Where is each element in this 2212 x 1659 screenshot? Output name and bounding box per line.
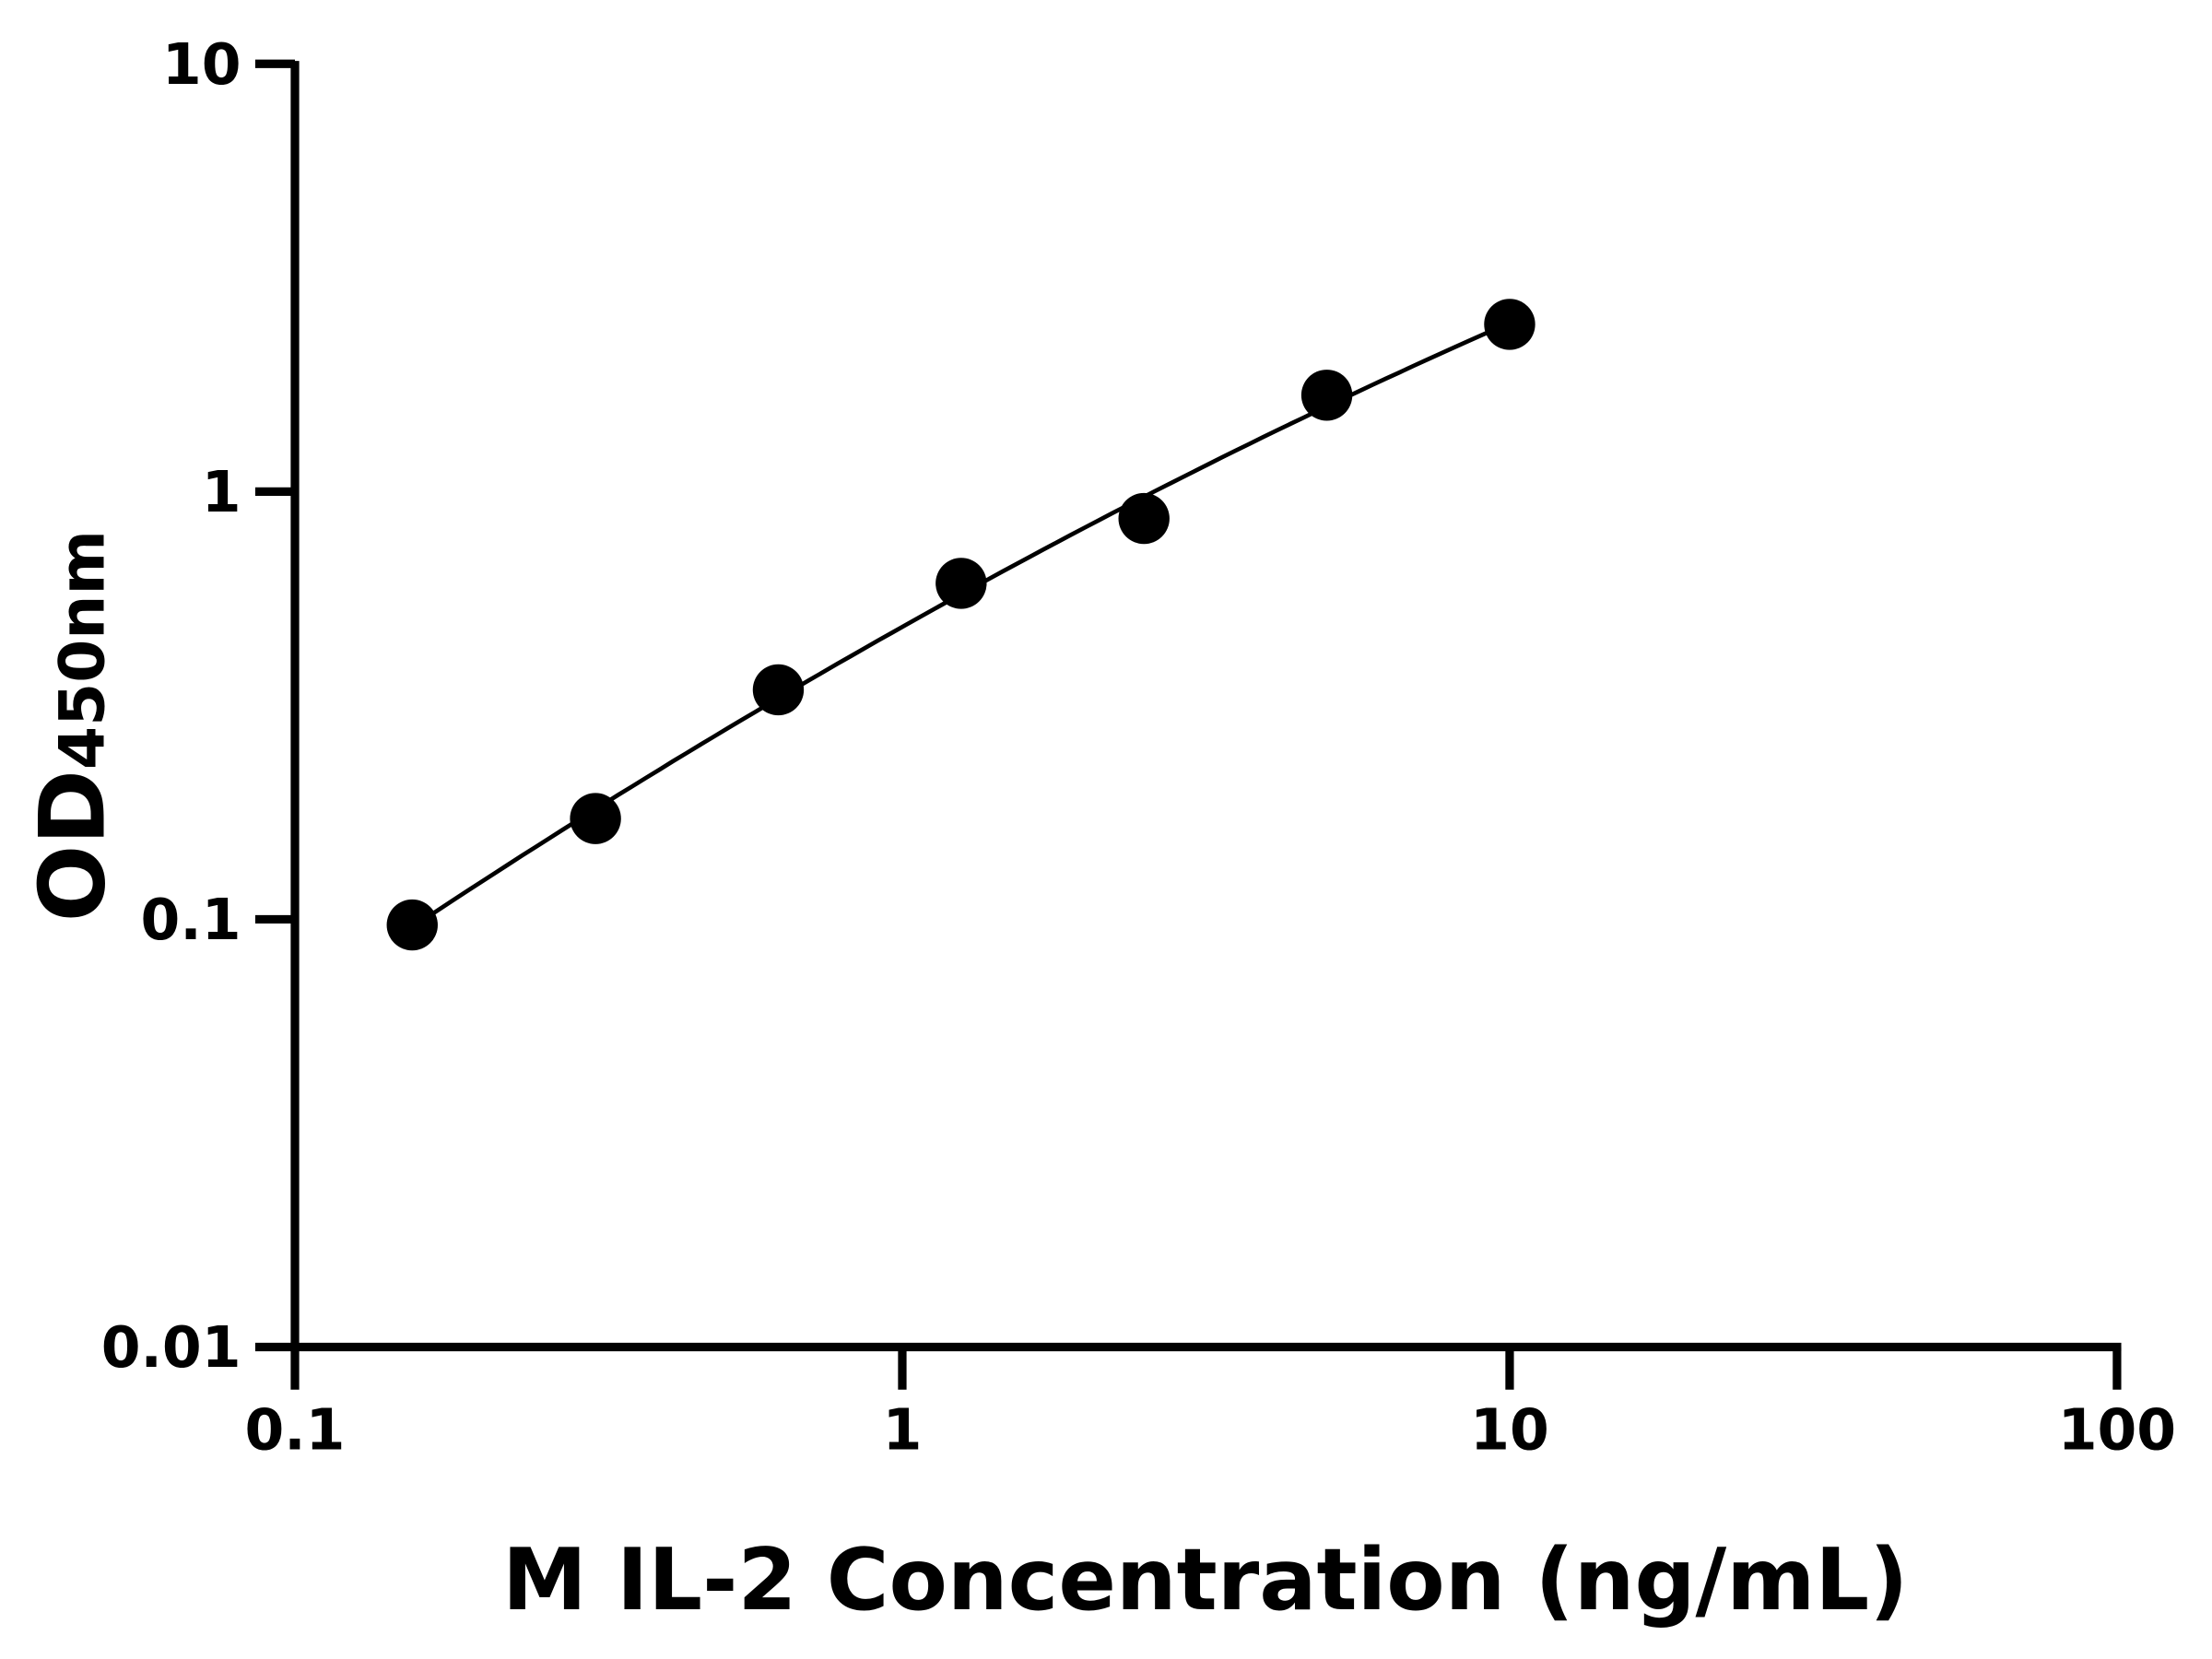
y-tick-label: 0.1 [141,887,241,953]
data-point [1118,492,1170,545]
x-axis-label: M IL-2 Concentration (ng/mL) [502,1530,1908,1630]
x-tick-label: 1 [883,1396,923,1463]
axes [290,61,2122,1352]
y-axis-label-main: OD [20,770,125,922]
x-tick-label: 100 [2058,1396,2176,1463]
data-point [935,558,987,609]
data-point [752,664,805,716]
y-tick-label: 1 [202,459,241,525]
y-axis-label: OD450nm [20,530,125,922]
y-tick-label: 0.01 [101,1314,241,1381]
x-tick-label: 0.1 [245,1396,346,1463]
y-axis-label-sub: 450nm [45,530,118,770]
fit-curve [410,321,1511,929]
y-tick-label: 10 [162,31,241,98]
data-point [1300,370,1353,421]
x-tick-label: 10 [1470,1396,1549,1463]
data-point [1484,299,1535,350]
data-point [570,793,621,844]
data-point [386,899,438,951]
svg-text:OD450nm: OD450nm [20,530,125,922]
data-points [386,299,1535,951]
